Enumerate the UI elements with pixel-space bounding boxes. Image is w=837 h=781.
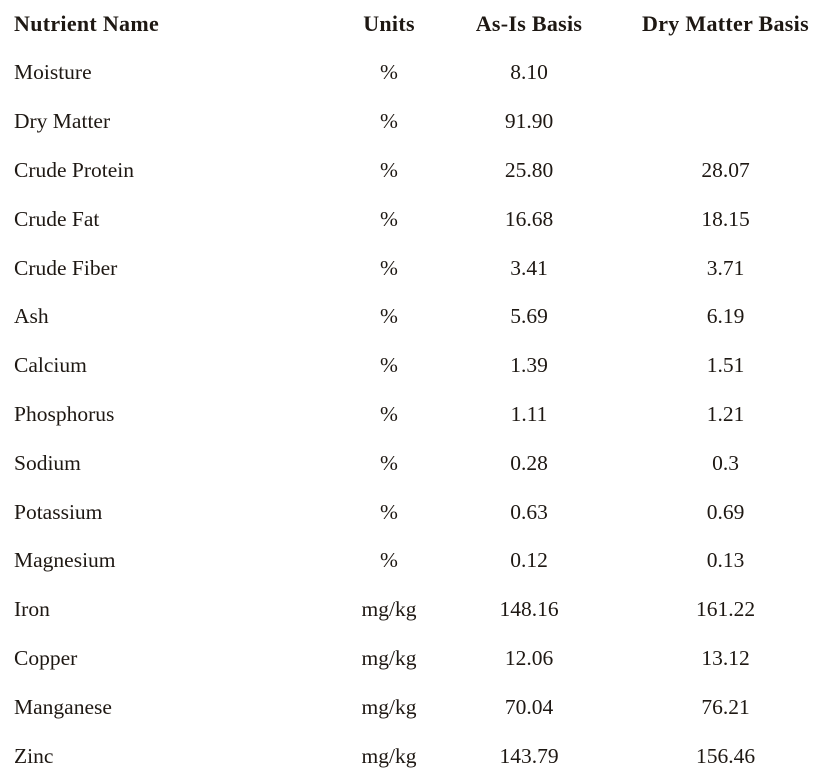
as-is-basis-cell: 143.79 — [499, 743, 559, 768]
nutrient-name-cell: Crude Fiber — [14, 255, 118, 280]
units-cell: mg/kg — [361, 597, 417, 622]
dry-matter-basis-cell: 1.21 — [706, 402, 745, 427]
units-cell: % — [380, 158, 398, 183]
nutrient-name-cell: Moisture — [14, 60, 92, 85]
dry-matter-basis-cell: 3.71 — [706, 255, 745, 280]
dry-matter-basis-cell: 0.3 — [712, 450, 739, 475]
units-cell: % — [380, 450, 398, 475]
units-cell: % — [380, 499, 398, 524]
units-cell: % — [380, 206, 398, 231]
nutrient-name-cell: Ash — [14, 304, 49, 329]
units-cell: % — [380, 109, 398, 134]
nutrient-name-cell: Dry Matter — [14, 109, 111, 134]
table-row: Sodium % 0.28 0.3 — [0, 439, 837, 488]
dry-matter-basis-cell: 28.07 — [701, 158, 750, 183]
as-is-basis-cell: 8.10 — [510, 60, 548, 85]
as-is-basis-cell: 91.90 — [504, 109, 554, 134]
table-header-row: Nutrient Name Units As-Is Basis Dry Matt… — [0, 0, 837, 49]
units-cell: % — [380, 60, 398, 85]
dry-matter-basis-cell: 18.15 — [701, 206, 750, 231]
as-is-basis-cell: 148.16 — [499, 597, 559, 622]
nutrient-name-cell: Iron — [14, 597, 50, 622]
col-header-as-is-basis: As-Is Basis — [475, 11, 583, 37]
as-is-basis-cell: 0.28 — [510, 450, 548, 475]
table-row: Ash % 5.69 6.19 — [0, 293, 837, 342]
units-cell: % — [380, 304, 398, 329]
dry-matter-basis-cell: 13.12 — [701, 646, 750, 670]
table-row: Phosphorus % 1.11 1.21 — [0, 390, 837, 439]
units-cell: mg/kg — [361, 743, 417, 768]
dry-matter-basis-cell: 0.13 — [706, 548, 745, 573]
table-row: Potassium % 0.63 0.69 — [0, 488, 837, 537]
nutrient-name-cell: Crude Protein — [14, 158, 135, 183]
as-is-basis-cell: 1.11 — [510, 402, 548, 427]
nutrient-name-cell: Sodium — [14, 450, 81, 475]
dry-matter-basis-cell: 161.22 — [695, 597, 756, 622]
dry-matter-basis-cell: 76.21 — [701, 694, 750, 719]
table-row: Copper mg/kg 12.06 13.12 — [0, 634, 837, 683]
as-is-basis-cell: 5.69 — [510, 304, 548, 329]
units-cell: % — [380, 548, 398, 573]
as-is-basis-cell: 70.04 — [504, 694, 554, 719]
units-cell: mg/kg — [361, 694, 417, 719]
table-row: Zinc mg/kg 143.79 156.46 — [0, 732, 837, 781]
col-header-nutrient-name: Nutrient Name — [14, 11, 160, 37]
dry-matter-basis-cell: 156.46 — [695, 743, 756, 768]
units-cell: mg/kg — [361, 646, 417, 670]
nutrient-name-cell: Potassium — [14, 499, 103, 524]
nutrient-name-cell: Phosphorus — [14, 402, 115, 427]
table-row: Magnesium % 0.12 0.13 — [0, 537, 837, 586]
dry-matter-basis-cell: 1.51 — [706, 353, 745, 378]
table-row: Manganese mg/kg 70.04 76.21 — [0, 683, 837, 732]
as-is-basis-cell: 16.68 — [504, 206, 554, 231]
table-row: Crude Fat % 16.68 18.15 — [0, 195, 837, 244]
table-row: Dry Matter % 91.90 — [0, 98, 837, 147]
nutrient-name-cell: Manganese — [14, 694, 112, 719]
table-row: Crude Fiber % 3.41 3.71 — [0, 244, 837, 293]
table-row: Crude Protein % 25.80 28.07 — [0, 146, 837, 195]
nutrient-name-cell: Copper — [14, 646, 78, 670]
table-row: Moisture % 8.10 — [0, 49, 837, 98]
table-row: Iron mg/kg 148.16 161.22 — [0, 586, 837, 635]
as-is-basis-cell: 1.39 — [510, 353, 548, 378]
as-is-basis-cell: 12.06 — [504, 646, 554, 670]
as-is-basis-cell: 25.80 — [504, 158, 554, 183]
nutrient-name-cell: Zinc — [14, 743, 54, 768]
nutrient-name-cell: Crude Fat — [14, 206, 100, 231]
units-cell: % — [380, 353, 398, 378]
as-is-basis-cell: 3.41 — [510, 255, 548, 280]
table-row: Calcium % 1.39 1.51 — [0, 342, 837, 391]
dry-matter-basis-cell: 0.69 — [706, 499, 745, 524]
units-cell: % — [380, 255, 398, 280]
nutrient-name-cell: Magnesium — [14, 548, 116, 573]
units-cell: % — [380, 402, 398, 427]
dry-matter-basis-cell: 6.19 — [706, 304, 745, 329]
col-header-dry-matter-basis: Dry Matter Basis — [642, 11, 809, 37]
nutrient-name-cell: Calcium — [14, 353, 87, 378]
as-is-basis-cell: 0.12 — [510, 548, 548, 573]
col-header-units: Units — [363, 11, 415, 37]
as-is-basis-cell: 0.63 — [510, 499, 548, 524]
